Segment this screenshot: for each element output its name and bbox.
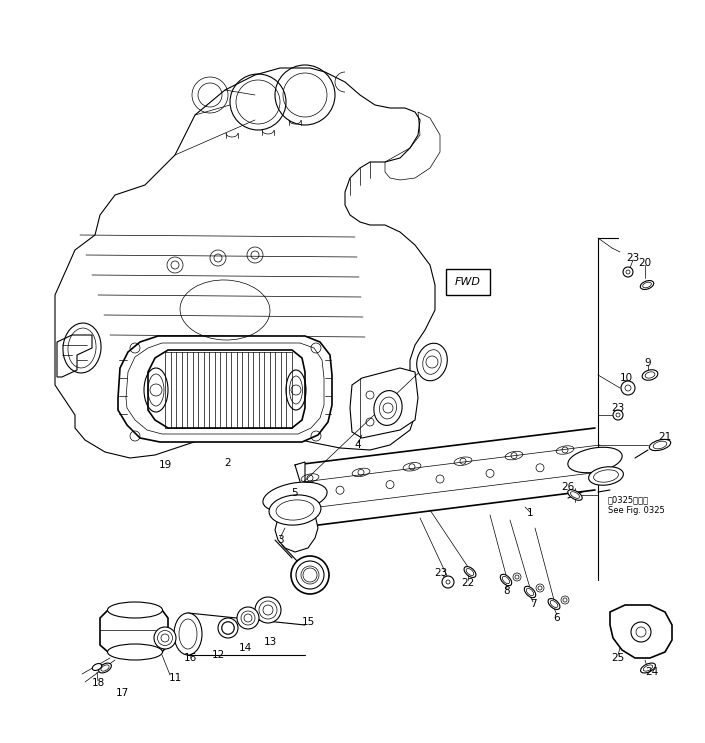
Text: 図0325図参照
See Fig. 0325: 図0325図参照 See Fig. 0325 [608, 496, 665, 515]
Circle shape [613, 410, 623, 420]
Text: 4: 4 [355, 440, 362, 450]
Circle shape [623, 267, 633, 277]
Ellipse shape [291, 556, 329, 594]
Polygon shape [100, 610, 168, 652]
Ellipse shape [157, 631, 173, 646]
Ellipse shape [221, 621, 235, 635]
Text: 21: 21 [658, 432, 672, 442]
Ellipse shape [568, 490, 582, 500]
Text: 20: 20 [639, 258, 651, 268]
Polygon shape [148, 350, 305, 428]
Circle shape [513, 573, 521, 581]
Ellipse shape [107, 602, 162, 618]
Text: 18: 18 [92, 678, 104, 688]
Circle shape [536, 584, 544, 592]
Text: 23: 23 [434, 568, 448, 578]
Ellipse shape [154, 627, 176, 649]
Ellipse shape [296, 561, 324, 589]
Text: 13: 13 [264, 637, 276, 647]
Text: 19: 19 [159, 460, 171, 470]
Text: 11: 11 [168, 673, 182, 683]
Ellipse shape [548, 599, 560, 609]
FancyBboxPatch shape [446, 269, 490, 295]
Text: 6: 6 [553, 613, 560, 623]
Ellipse shape [417, 343, 447, 380]
Text: 8: 8 [503, 586, 510, 596]
Circle shape [561, 596, 569, 604]
Ellipse shape [241, 611, 255, 625]
Text: 15: 15 [301, 617, 314, 627]
Text: 12: 12 [212, 650, 225, 660]
Polygon shape [118, 336, 332, 442]
Circle shape [442, 576, 454, 588]
Circle shape [631, 622, 651, 642]
Text: 22: 22 [461, 578, 474, 588]
Ellipse shape [641, 663, 656, 673]
Text: 17: 17 [116, 688, 128, 698]
Polygon shape [275, 462, 318, 552]
Ellipse shape [107, 644, 162, 660]
Text: 9: 9 [644, 358, 651, 368]
Circle shape [621, 381, 635, 395]
Text: 14: 14 [238, 643, 252, 653]
Ellipse shape [568, 447, 622, 473]
Ellipse shape [259, 601, 277, 619]
Text: 23: 23 [626, 253, 639, 263]
Text: 1: 1 [527, 508, 533, 518]
Ellipse shape [269, 495, 321, 525]
Ellipse shape [642, 370, 658, 380]
Polygon shape [350, 368, 418, 438]
Text: 25: 25 [611, 653, 625, 663]
Text: 23: 23 [611, 403, 625, 413]
Ellipse shape [640, 281, 654, 290]
Ellipse shape [92, 663, 102, 670]
Ellipse shape [589, 467, 623, 485]
Ellipse shape [263, 482, 327, 512]
Polygon shape [610, 605, 672, 658]
Text: FWD: FWD [455, 277, 481, 287]
Ellipse shape [237, 607, 259, 629]
Text: 7: 7 [529, 599, 537, 609]
Ellipse shape [501, 574, 512, 585]
Text: 2: 2 [225, 458, 231, 468]
Text: 24: 24 [645, 667, 658, 677]
Text: 26: 26 [561, 482, 575, 492]
Text: 3: 3 [276, 535, 283, 545]
Ellipse shape [649, 439, 670, 450]
Ellipse shape [464, 567, 476, 577]
Ellipse shape [218, 618, 238, 638]
Ellipse shape [99, 663, 111, 673]
Ellipse shape [525, 586, 536, 597]
Ellipse shape [374, 391, 402, 426]
Ellipse shape [255, 597, 281, 623]
Text: 5: 5 [292, 488, 298, 498]
Text: 10: 10 [620, 373, 632, 383]
Text: 16: 16 [183, 653, 197, 663]
Ellipse shape [174, 613, 202, 655]
